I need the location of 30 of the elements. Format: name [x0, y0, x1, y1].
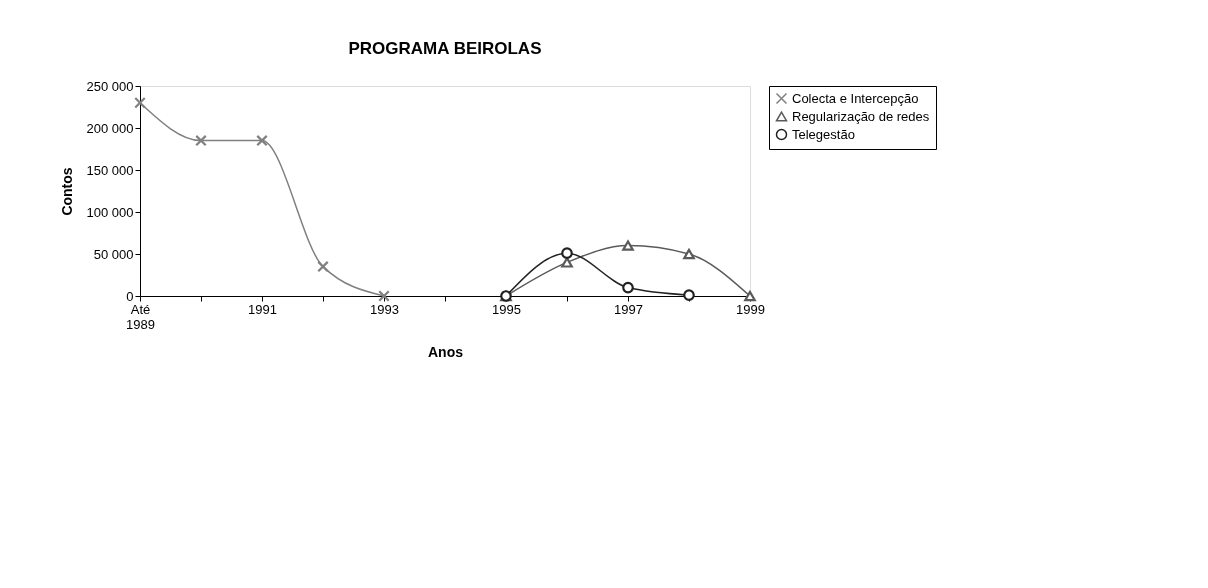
x-axis-title: Anos: [428, 343, 464, 360]
x-tick-label: 1995: [492, 301, 521, 317]
point: [622, 240, 634, 251]
x-tick-label: Até 1989: [126, 301, 155, 332]
legend-label: Regularização de redes: [792, 108, 930, 124]
y-tick-label: 200 000: [86, 120, 134, 136]
point: [256, 134, 268, 147]
point: [683, 289, 695, 301]
x-tick-label: 1999: [736, 301, 765, 317]
point: [561, 247, 573, 259]
point: [561, 257, 573, 268]
legend-label: Colecta e Intercepção: [792, 90, 919, 106]
y-tick-label: 250 000: [86, 78, 134, 94]
y-tick-label: 150 000: [86, 162, 134, 178]
point: [134, 96, 146, 109]
y-tick-label: 100 000: [86, 204, 134, 220]
x-tick-label: 1991: [248, 301, 277, 317]
point: [744, 290, 756, 302]
x-tick-label: 1997: [614, 301, 643, 317]
point: [195, 134, 207, 147]
point: [317, 260, 329, 273]
point: [378, 290, 390, 302]
point: [622, 281, 634, 294]
x-tick-label: 1993: [370, 301, 399, 317]
y-tick-label: 0: [126, 288, 134, 304]
point: [683, 248, 695, 260]
chart-title: PROGRAMA BEIROLAS: [348, 39, 542, 58]
y-tick-label: 50 000: [93, 246, 134, 262]
y-axis-title: Contos: [58, 167, 75, 216]
legend-label: Telegestão: [792, 126, 855, 142]
